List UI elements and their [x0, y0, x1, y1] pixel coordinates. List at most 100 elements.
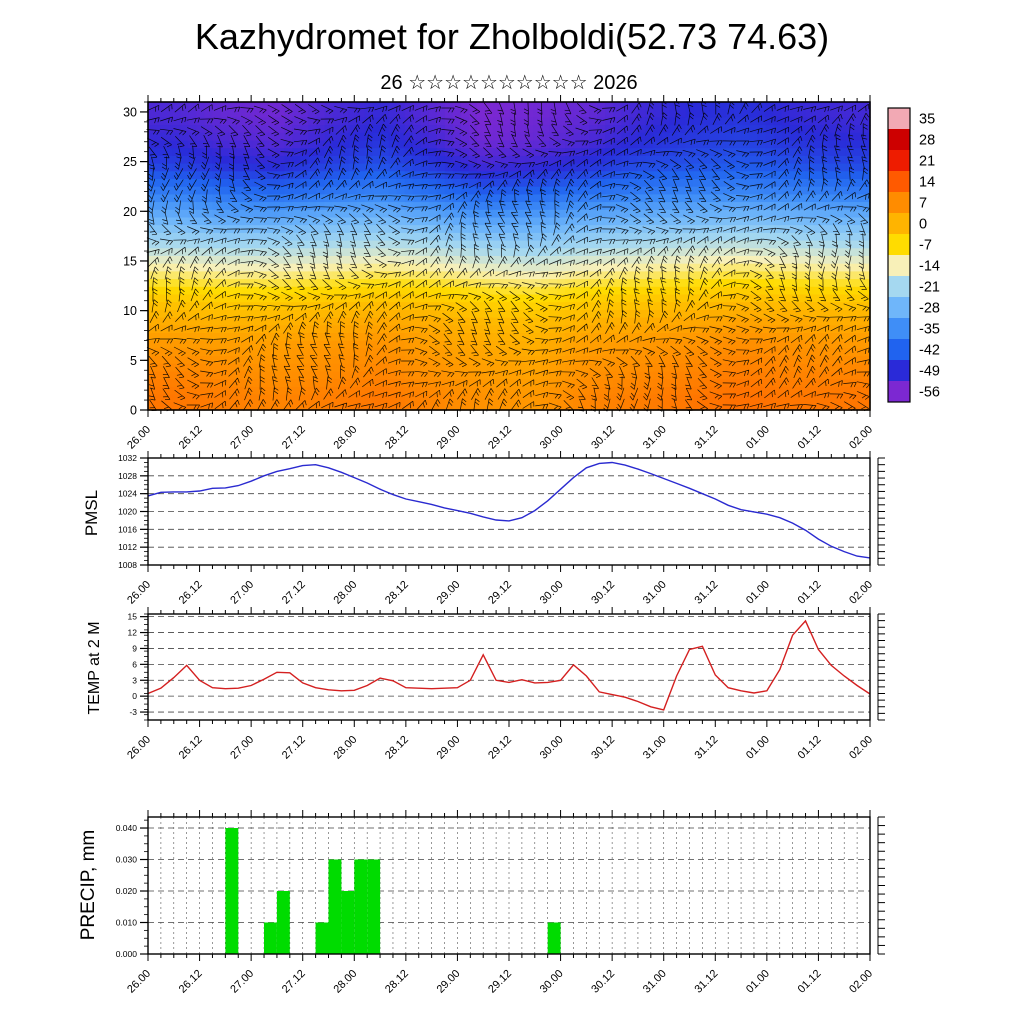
temp-panel: -3 0 3 6 9 12 15 26.00 26.12 27.00 27.12 28.00 28.12… [125, 607, 885, 762]
wind-temperature-cross-section-panel: 0 5 10 15 20 25 30 26.00 26.12 27.00 27.12 28.00 28.… [123, 95, 940, 452]
svg-text:28: 28 [919, 133, 935, 149]
svg-text:01.00: 01.00 [744, 968, 772, 996]
svg-text:31.00: 31.00 [641, 734, 669, 762]
svg-text:5: 5 [130, 354, 137, 368]
svg-text:31.00: 31.00 [641, 579, 669, 607]
svg-text:1032: 1032 [118, 453, 137, 463]
svg-text:12: 12 [128, 628, 138, 638]
svg-text:31.00: 31.00 [641, 424, 669, 452]
temp-axis-label: TEMP at 2 M [86, 621, 103, 715]
svg-text:31.12: 31.12 [692, 968, 720, 996]
svg-text:27.00: 27.00 [228, 734, 256, 762]
svg-text:25: 25 [123, 155, 137, 169]
svg-text:30: 30 [123, 105, 137, 119]
svg-text:01.00: 01.00 [744, 734, 772, 762]
svg-text:30.00: 30.00 [538, 734, 566, 762]
svg-text:01.12: 01.12 [796, 424, 824, 452]
svg-text:01.12: 01.12 [796, 734, 824, 762]
svg-text:26.12: 26.12 [177, 579, 205, 607]
svg-text:28.00: 28.00 [331, 968, 359, 996]
svg-text:1020: 1020 [118, 507, 137, 517]
svg-text:29.00: 29.00 [435, 734, 463, 762]
svg-text:30.12: 30.12 [589, 968, 617, 996]
svg-text:3: 3 [132, 675, 137, 685]
svg-text:29.12: 29.12 [486, 579, 514, 607]
svg-text:15: 15 [128, 612, 138, 622]
svg-text:02.00: 02.00 [847, 579, 875, 607]
svg-text:31.12: 31.12 [692, 734, 720, 762]
svg-text:0.010: 0.010 [116, 918, 138, 928]
svg-text:29.12: 29.12 [486, 424, 514, 452]
svg-text:-21: -21 [919, 280, 940, 296]
svg-text:27.00: 27.00 [228, 968, 256, 996]
svg-text:29.12: 29.12 [486, 968, 514, 996]
svg-text:-7: -7 [919, 238, 932, 254]
svg-text:0: 0 [919, 217, 927, 233]
svg-text:-35: -35 [919, 322, 940, 338]
page-title: Kazhydromet for Zholboldi(52.73 74.63) [194, 16, 830, 57]
svg-text:0.040: 0.040 [116, 823, 138, 833]
svg-text:30.12: 30.12 [589, 734, 617, 762]
svg-text:-14: -14 [919, 259, 940, 275]
svg-text:02.00: 02.00 [847, 734, 875, 762]
svg-text:28.00: 28.00 [331, 579, 359, 607]
svg-text:1024: 1024 [118, 489, 137, 499]
svg-text:28.12: 28.12 [383, 424, 411, 452]
svg-text:26.00: 26.00 [125, 968, 153, 996]
svg-text:27.12: 27.12 [280, 579, 308, 607]
svg-text:0.000: 0.000 [116, 949, 138, 959]
svg-text:-3: -3 [129, 707, 137, 717]
svg-text:1012: 1012 [118, 542, 137, 552]
svg-text:28.12: 28.12 [383, 968, 411, 996]
svg-text:6: 6 [132, 659, 137, 669]
svg-text:27.12: 27.12 [280, 968, 308, 996]
svg-text:01.12: 01.12 [796, 579, 824, 607]
svg-text:30.00: 30.00 [538, 579, 566, 607]
svg-text:14: 14 [919, 175, 935, 191]
svg-text:1028: 1028 [118, 471, 137, 481]
svg-text:0: 0 [132, 691, 137, 701]
svg-text:7: 7 [919, 196, 927, 212]
svg-text:-42: -42 [919, 343, 940, 359]
svg-text:28.00: 28.00 [331, 734, 359, 762]
svg-text:31.00: 31.00 [641, 968, 669, 996]
date-subtitle: 26 ☆☆☆☆☆☆☆☆☆☆ 2026 [380, 72, 638, 94]
svg-text:29.00: 29.00 [435, 579, 463, 607]
svg-text:21: 21 [919, 154, 935, 170]
svg-text:26.00: 26.00 [125, 424, 153, 452]
svg-text:29.12: 29.12 [486, 734, 514, 762]
svg-text:0: 0 [130, 404, 137, 418]
svg-text:30.12: 30.12 [589, 424, 617, 452]
svg-text:31.12: 31.12 [692, 424, 720, 452]
svg-text:1008: 1008 [118, 560, 137, 570]
pmsl-axis-label: PMSL [82, 489, 101, 537]
svg-text:27.00: 27.00 [228, 579, 256, 607]
svg-text:0.020: 0.020 [116, 886, 138, 896]
pmsl-panel: 1008 1012 1016 1020 1024 1028 1032 26.00 26.12 27… [118, 451, 885, 607]
svg-text:01.00: 01.00 [744, 424, 772, 452]
svg-text:02.00: 02.00 [847, 424, 875, 452]
svg-text:01.00: 01.00 [744, 579, 772, 607]
svg-text:9: 9 [132, 644, 137, 654]
svg-text:01.12: 01.12 [796, 968, 824, 996]
svg-text:1016: 1016 [118, 524, 137, 534]
svg-text:28.00: 28.00 [331, 424, 359, 452]
svg-text:30.00: 30.00 [538, 424, 566, 452]
svg-text:27.12: 27.12 [280, 734, 308, 762]
precip-axis-label: PRECIP, mm [78, 829, 99, 941]
svg-text:02.00: 02.00 [847, 968, 875, 996]
svg-text:26.12: 26.12 [177, 424, 205, 452]
svg-text:0.030: 0.030 [116, 855, 138, 865]
svg-text:35: 35 [919, 112, 935, 128]
svg-text:27.12: 27.12 [280, 424, 308, 452]
svg-text:20: 20 [123, 205, 137, 219]
svg-text:29.00: 29.00 [435, 424, 463, 452]
svg-text:30.12: 30.12 [589, 579, 617, 607]
svg-text:15: 15 [123, 254, 137, 268]
svg-text:31.12: 31.12 [692, 579, 720, 607]
svg-text:-28: -28 [919, 301, 940, 317]
svg-text:-56: -56 [919, 385, 940, 401]
svg-text:30.00: 30.00 [538, 968, 566, 996]
svg-text:28.12: 28.12 [383, 579, 411, 607]
